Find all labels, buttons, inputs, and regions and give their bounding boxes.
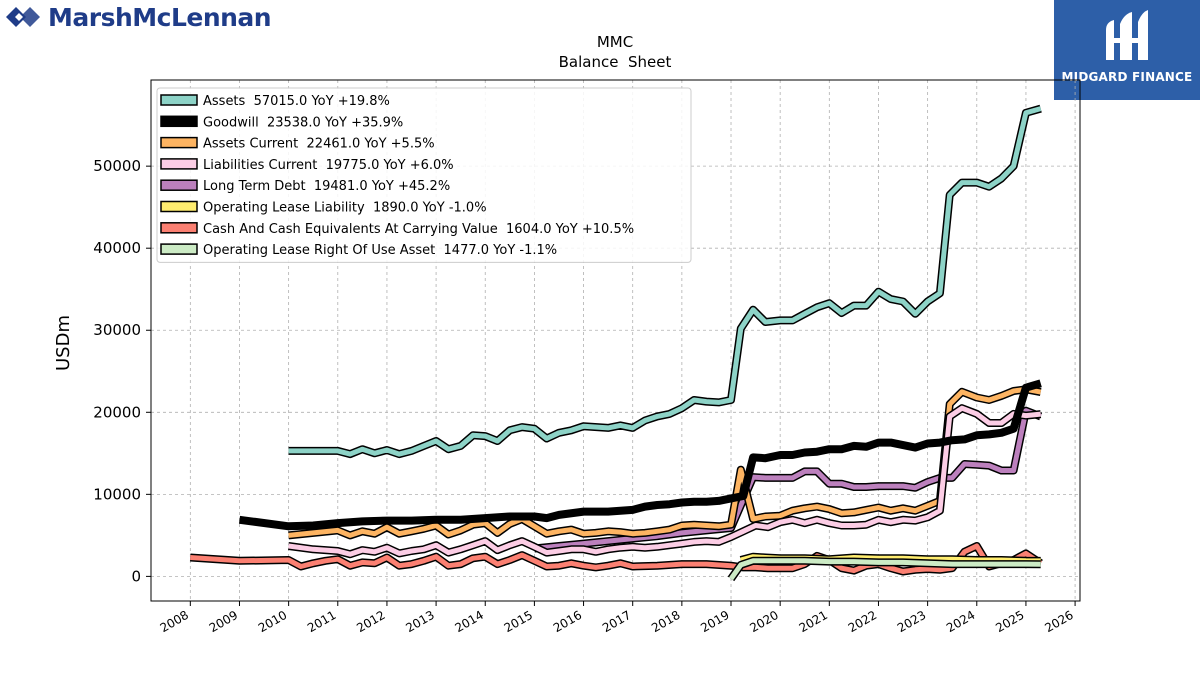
legend-label: Long Term Debt 19481.0 YoY +45.2% [203,179,450,194]
series-line [238,379,1042,531]
series-line [190,543,1043,574]
legend-label: Operating Lease Right Of Use Asset 1477.… [203,243,557,258]
midgard-emblem-icon [1106,10,1148,60]
legend-label: Liabilities Current 19775.0 YoY +6.0% [203,158,454,173]
y-axis-label: USDm [53,315,74,371]
y-tick-label: 0 [131,567,141,585]
gridlines [151,80,1080,601]
x-tick-label: 2011 [305,608,338,635]
midgard-finance-logo: MIDGARD FINANCE [1054,0,1200,100]
y-tick-label: 40000 [93,239,141,257]
legend-swatch [160,200,198,213]
legend-swatch [160,94,198,106]
x-tick-label: 2012 [354,608,387,635]
series-goodwill [238,379,1042,531]
legend-label: Operating Lease Liability 1890.0 YoY -1.… [203,201,487,216]
x-tick-label: 2013 [403,608,436,635]
y-tick-label: 10000 [93,485,141,503]
legend-label: Assets Current 22461.0 YoY +5.5% [203,137,435,152]
x-tick-label: 2026 [1042,608,1075,635]
legend-swatch [160,115,198,128]
series-lines [190,104,1043,582]
x-tick-label: 2022 [846,608,879,635]
x-tick-label: 2018 [649,608,682,635]
series-line [728,558,1041,581]
x-tick-label: 2010 [256,608,289,635]
x-tick-label: 2024 [944,608,977,635]
series-line [534,408,1042,551]
plot-frame [150,79,1081,602]
company-logo: MarshMcLennan [4,2,272,32]
series-cash-and-cash-equivalents-at-carrying-value [190,542,1043,576]
x-tick-label: 2025 [993,608,1026,635]
x-tick-label: 2008 [158,608,191,635]
company-logo-text: MarshMcLennan [48,2,272,32]
chart-title: MMC [597,33,633,51]
x-tick-label: 2014 [453,608,486,635]
series-liabilities-current [288,404,1042,559]
marsh-mclennan-chevron-icon [6,7,40,27]
legend-swatch [160,222,198,234]
legend-label: Cash And Cash Equivalents At Carrying Va… [203,222,634,237]
legend-box [156,87,692,263]
legend-label: Goodwill 23538.0 YoY +35.9% [203,115,403,130]
x-tick-label: 2017 [600,608,633,635]
x-tick-label: 2016 [551,608,584,635]
x-tick-label: 2019 [698,608,731,635]
x-tick-label: 2009 [207,608,240,635]
y-tick-label: 50000 [93,157,141,175]
x-tick-label: 2020 [747,608,780,635]
chart-subtitle: Balance Sheet [559,53,672,71]
legend-swatch [160,243,198,255]
x-tick-label: 2015 [502,608,535,635]
legend-swatch [160,158,198,170]
midgard-finance-logo-text: MIDGARD FINANCE [1061,70,1193,84]
series-long-term-debt [533,406,1043,553]
x-tick-label: 2021 [797,608,830,635]
legend: Assets 57015.0 YoY +19.8% Goodwill 23538.… [156,87,692,263]
series-line [288,386,1042,538]
series-line [288,106,1042,457]
series-assets [288,104,1042,459]
series-assets-current [288,385,1042,540]
legend-label: Assets 57015.0 YoY +19.8% [203,94,390,109]
legend-swatch [160,179,198,191]
y-tick-label: 20000 [93,403,141,421]
series-line [288,405,1041,557]
legend-swatch [160,136,198,149]
y-tick-label: 30000 [93,321,141,339]
series-operating-lease-right-of-use-asset [727,556,1041,582]
x-tick-label: 2023 [895,608,928,635]
